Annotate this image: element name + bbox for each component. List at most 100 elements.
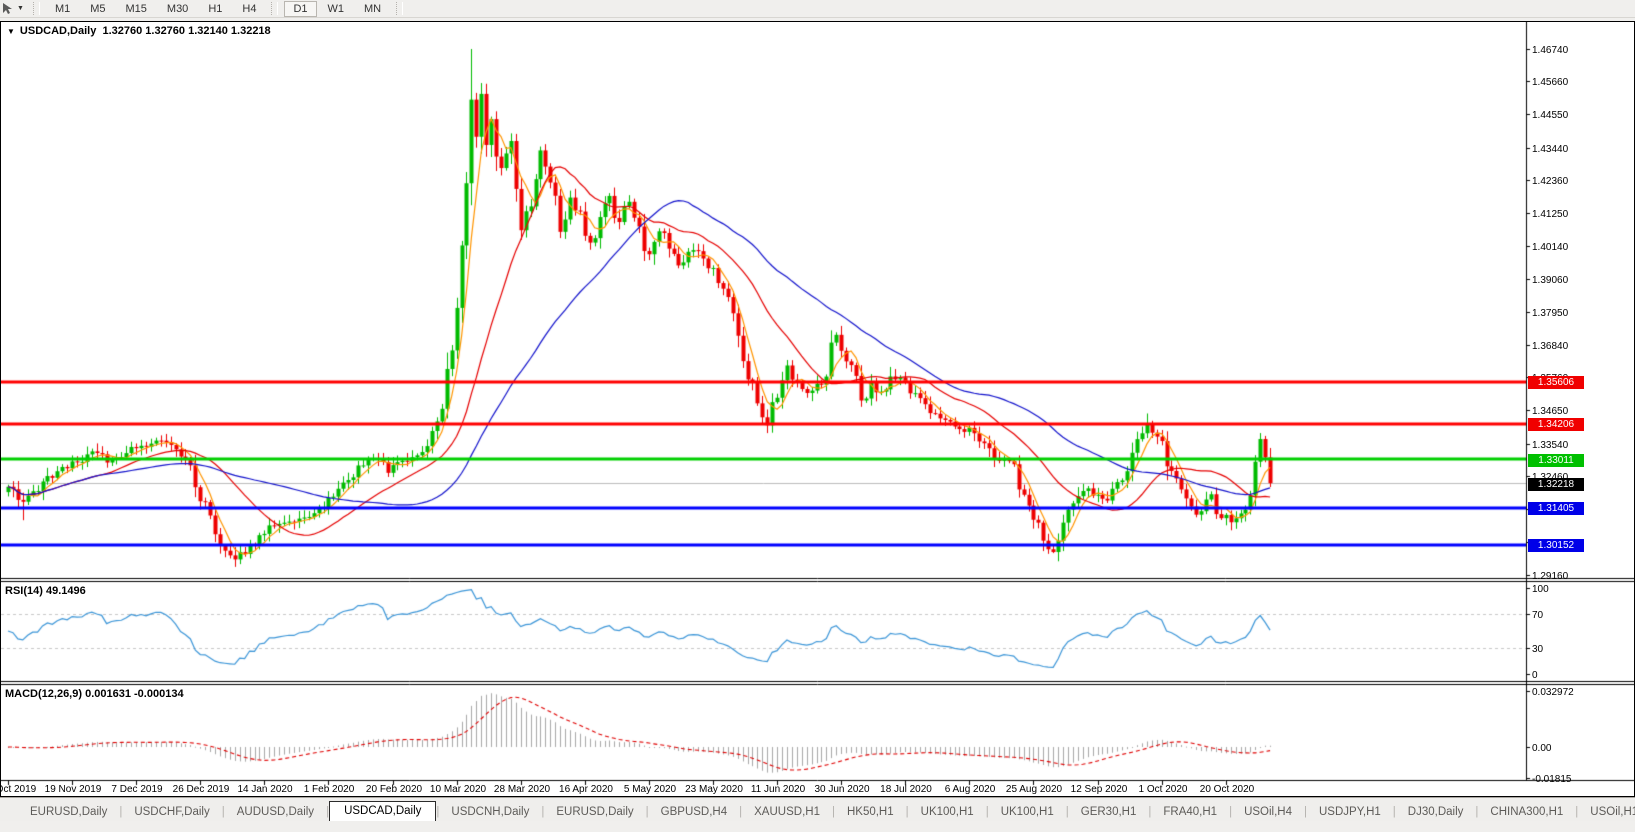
chart-tab-usdcnh-daily[interactable]: USDCNH,Daily	[451, 806, 530, 818]
date-axis-label: 1 Feb 2020	[303, 784, 355, 795]
price-axis-label: 1.46740	[1532, 45, 1569, 56]
price-axis-label: 1.32460	[1532, 472, 1568, 483]
timeframe-button-w1[interactable]: W1	[327, 2, 345, 15]
date-axis-label: 11 Jun 2020	[750, 784, 806, 795]
timeframe-button-m30[interactable]: M30	[166, 2, 189, 15]
price-tag-1.30152: 1.30152	[1528, 539, 1584, 553]
chart-symbol-label: USDCAD,Daily	[19, 25, 97, 37]
date-axis-label: 30 Jun 2020	[814, 784, 870, 795]
chart-tab-bar: EURUSD,Daily | USDCHF,Daily | AUDUSD,Daily | U…	[0, 797, 1635, 822]
timeframe-button-mn[interactable]: MN	[364, 2, 382, 15]
status-strip	[0, 821, 1635, 832]
chart-tab-xauusd-h1[interactable]: XAUUSD,H1	[754, 806, 820, 818]
price-tag-1.34206: 1.34206	[1528, 418, 1584, 432]
price-tag-1.32218: 1.32218	[1528, 477, 1584, 491]
main-chart-canvas[interactable]	[1, 22, 1634, 796]
chart-tab-uk100-h1[interactable]: UK100,H1	[1000, 806, 1054, 818]
toolbar-separator	[32, 2, 40, 15]
date-axis-label: 18 Jul 2020	[880, 784, 932, 795]
date-axis-label: 23 May 2020	[685, 784, 743, 795]
timeframe-button-m15[interactable]: M15	[125, 2, 147, 15]
price-axis-label: 1.42360	[1532, 175, 1569, 187]
date-axis-label: 19 Nov 2019	[44, 784, 102, 795]
price-tag-1.35606: 1.35606	[1528, 376, 1584, 390]
date-axis-label: 14 Jan 2020	[237, 784, 293, 795]
date-axis-label: 20 Oct 2020	[1199, 784, 1255, 795]
tab-separator: |	[1392, 806, 1396, 818]
chart-collapse-icon[interactable]: ▼	[7, 27, 15, 36]
macd-axis-label: -0.01815	[1532, 773, 1572, 785]
date-axis-label: 26 Dec 2019	[172, 784, 230, 795]
price-axis-label: 1.37950	[1532, 307, 1569, 319]
chart-tab-eurusd-daily[interactable]: EURUSD,Daily	[556, 806, 634, 818]
tab-separator: |	[221, 806, 225, 818]
date-axis-label: 5 May 2020	[623, 784, 677, 795]
date-axis-label: 1 Oct 2020	[1138, 784, 1188, 795]
price-axis-label: 1.33540	[1532, 439, 1569, 451]
chart-tab-uk100-h1[interactable]: UK100,H1	[920, 806, 974, 818]
price-axis-label: 1.41250	[1532, 209, 1569, 221]
chart-tab-usdchf-daily[interactable]: USDCHF,Daily	[134, 806, 210, 818]
tab-separator: |	[739, 806, 743, 818]
date-axis-label: 12 Sep 2020	[1070, 784, 1128, 795]
tab-separator: |	[326, 806, 330, 818]
tab-separator: |	[645, 806, 649, 818]
date-axis-label: 31 Oct 2019	[0, 784, 37, 795]
macd-axis-label: 0.00	[1532, 743, 1552, 754]
chart-title: ▼ USDCAD,Daily 1.32760 1.32760 1.32140 1.…	[7, 25, 271, 37]
date-axis-label: 16 Apr 2020	[559, 784, 613, 795]
timeframe-button-m1[interactable]: M1	[54, 2, 71, 15]
cursor-tool-icon[interactable]	[1, 2, 15, 15]
chart-tab-usoil-h1[interactable]: USOil,H1	[1590, 806, 1635, 818]
tab-separator: |	[541, 806, 545, 818]
tab-separator: |	[905, 806, 909, 818]
tab-separator: |	[1575, 806, 1579, 818]
rsi-axis-label: 70	[1532, 609, 1544, 621]
price-axis-label: 1.39060	[1532, 274, 1569, 286]
date-axis-label: 20 Feb 2020	[365, 784, 423, 795]
chart-tab-eurusd-daily[interactable]: EURUSD,Daily	[30, 806, 108, 818]
price-axis-label: 1.29160	[1532, 570, 1569, 582]
chart-tab-gbpusd-h4[interactable]: GBPUSD,H4	[660, 806, 728, 818]
tab-separator: |	[436, 806, 440, 818]
timeframe-button-m5[interactable]: M5	[90, 2, 106, 15]
chart-tab-hk50-h1[interactable]: HK50,H1	[846, 806, 894, 818]
rsi-indicator-label: RSI(14) 49.1496	[5, 585, 86, 597]
toolbar-separator	[396, 2, 404, 15]
macd-indicator-label: MACD(12,26,9) 0.001631 -0.000134	[5, 688, 184, 700]
chart-tab-china300-h1[interactable]: CHINA300,H1	[1490, 806, 1564, 818]
rsi-axis-label: 100	[1532, 584, 1549, 595]
timeframe-button-h1[interactable]: H1	[208, 2, 223, 15]
rsi-axis-label: 30	[1532, 644, 1544, 656]
timeframe-button-h4[interactable]: H4	[242, 2, 257, 15]
chart-tab-audusd-daily[interactable]: AUDUSD,Daily	[236, 806, 315, 818]
tab-separator: |	[1148, 806, 1152, 818]
chart-tab-usoil-h4[interactable]: USOil,H4	[1244, 806, 1292, 818]
cursor-tool-dropdown-icon[interactable]: ▼	[17, 5, 24, 12]
chart-tab-usdcad-daily[interactable]: USDCAD,Daily	[329, 801, 437, 822]
price-axis-label: 1.44550	[1532, 110, 1569, 122]
tab-separator: |	[1065, 806, 1069, 818]
timeframe-toolbar: ▼ M1 M5 M15 M30 H1 H4 D1 W1 MN	[0, 0, 1635, 18]
timeframe-button-d1[interactable]: D1	[284, 0, 317, 17]
tab-separator: |	[1475, 806, 1479, 818]
date-axis-label: 25 Aug 2020	[1005, 784, 1063, 795]
tab-separator: |	[831, 806, 835, 818]
chart-tab-usdjpy-h1[interactable]: USDJPY,H1	[1319, 806, 1381, 818]
tab-separator: |	[985, 806, 989, 818]
chart-tab-ger30-h1[interactable]: GER30,H1	[1080, 806, 1137, 818]
price-tag-1.31405: 1.31405	[1528, 502, 1584, 516]
chart-tab-dj30-daily[interactable]: DJ30,Daily	[1407, 806, 1464, 818]
date-axis-label: 28 Mar 2020	[493, 784, 551, 795]
rsi-axis-label: 0	[1532, 670, 1538, 681]
price-axis-label: 1.45660	[1532, 77, 1569, 89]
macd-axis-label: 0.032972	[1532, 687, 1574, 698]
price-axis-label: 1.40140	[1532, 242, 1569, 254]
date-axis-label: 10 Mar 2020	[429, 784, 487, 795]
price-axis-label: 1.34650	[1532, 406, 1569, 418]
chart-window: ▼ USDCAD,Daily 1.32760 1.32760 1.32140 1.…	[0, 21, 1635, 797]
tab-separator: |	[1304, 806, 1307, 818]
chart-ohlc-values: 1.32760 1.32760 1.32140 1.32218	[102, 25, 271, 37]
chart-tab-fra40-h1[interactable]: FRA40,H1	[1163, 806, 1218, 818]
date-axis-label: 7 Dec 2019	[111, 784, 163, 795]
